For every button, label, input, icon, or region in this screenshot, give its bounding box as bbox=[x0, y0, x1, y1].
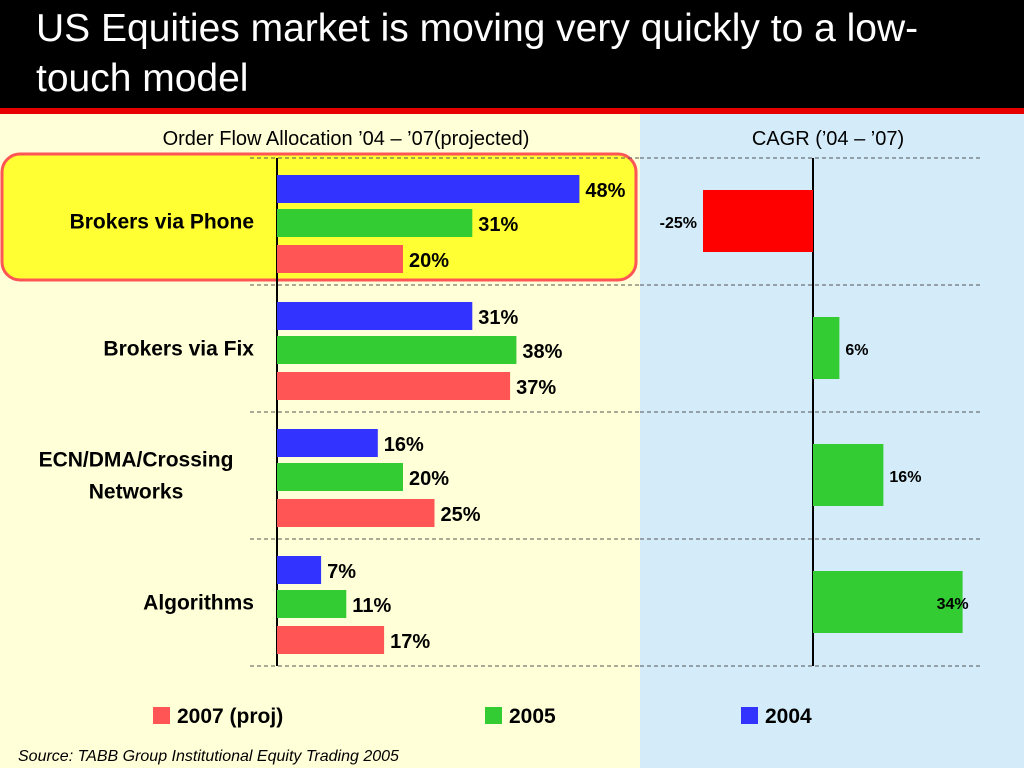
bar-value-label: 16% bbox=[384, 434, 424, 456]
bar-2007-2 bbox=[277, 499, 435, 527]
bar-value-label: 48% bbox=[585, 180, 625, 202]
cagr-bar-0 bbox=[703, 190, 813, 252]
legend-label: 2004 bbox=[765, 705, 812, 728]
bar-value-label: 17% bbox=[390, 631, 430, 653]
category-label: Algorithms bbox=[143, 592, 254, 615]
bar-2005-3 bbox=[277, 590, 347, 618]
cagr-bar-1 bbox=[813, 317, 840, 379]
bar-2004-1 bbox=[277, 302, 473, 330]
cagr-value-label: 34% bbox=[937, 596, 969, 613]
cagr-value-label: -25% bbox=[660, 215, 697, 232]
bar-value-label: 20% bbox=[409, 468, 449, 490]
cagr-chart-title: CAGR (’04 – ’07) bbox=[752, 128, 904, 150]
bar-2007-3 bbox=[277, 626, 385, 654]
title-bar: US Equities market is moving very quickl… bbox=[0, 0, 1024, 108]
legend-label: 2007 (proj) bbox=[177, 705, 283, 728]
bar-2005-2 bbox=[277, 463, 403, 491]
bar-value-label: 38% bbox=[522, 341, 562, 363]
bar-value-label: 7% bbox=[327, 561, 356, 583]
bar-value-label: 31% bbox=[478, 307, 518, 329]
legend-swatch-2007 bbox=[153, 707, 170, 724]
category-label: Brokers via Fix bbox=[103, 338, 254, 361]
allocation-chart-title: Order Flow Allocation ’04 – ’07(projecte… bbox=[163, 128, 530, 150]
source-note: Source: TABB Group Institutional Equity … bbox=[18, 748, 399, 765]
category-label: ECN/DMA/Crossing bbox=[39, 449, 234, 472]
bar-2004-3 bbox=[277, 556, 322, 584]
legend-swatch-2004 bbox=[741, 707, 758, 724]
bar-2007-1 bbox=[277, 372, 511, 400]
category-label: Networks bbox=[89, 481, 184, 504]
bar-2004-0 bbox=[277, 175, 580, 203]
bar-value-label: 31% bbox=[478, 214, 518, 236]
cagr-bar-2 bbox=[813, 444, 884, 506]
bar-2005-1 bbox=[277, 336, 517, 364]
cagr-value-label: 6% bbox=[845, 342, 868, 359]
legend-swatch-2005 bbox=[485, 707, 502, 724]
cagr-value-label: 16% bbox=[889, 469, 921, 486]
bar-2004-2 bbox=[277, 429, 378, 457]
bar-2007-0 bbox=[277, 245, 403, 273]
slide-title: US Equities market is moving very quickl… bbox=[36, 7, 919, 100]
bar-value-label: 25% bbox=[441, 504, 481, 526]
cagr-bar-3 bbox=[813, 571, 963, 633]
bar-value-label: 37% bbox=[516, 377, 556, 399]
bar-value-label: 20% bbox=[409, 250, 449, 272]
category-label: Brokers via Phone bbox=[70, 211, 254, 234]
bar-2005-0 bbox=[277, 209, 473, 237]
title-divider bbox=[0, 108, 1024, 114]
legend-label: 2005 bbox=[509, 705, 556, 728]
bar-value-label: 11% bbox=[352, 595, 391, 617]
